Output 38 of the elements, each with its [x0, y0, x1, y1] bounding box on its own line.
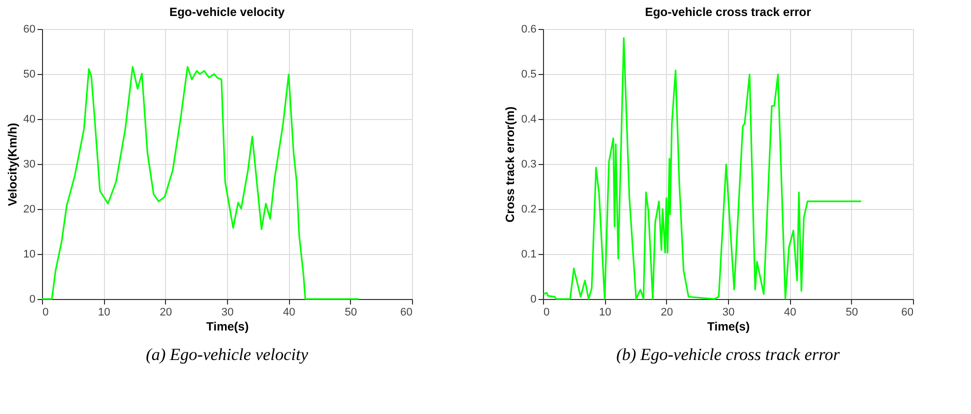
y-tick-label: 0.3	[521, 158, 536, 170]
y-tick-label: 0.1	[521, 248, 536, 260]
x-tick-label: 60	[400, 306, 412, 318]
text: (a) Ego-vehicle velocity	[146, 345, 309, 364]
y-tick-label: 0	[530, 294, 536, 306]
x-tick-label: 40	[283, 306, 296, 318]
chart-title: Ego-vehicle cross track error	[644, 5, 812, 19]
x-tick-label: 10	[98, 306, 110, 318]
y-tick-label: 0	[29, 294, 36, 306]
y-tick-label: 60	[23, 24, 36, 36]
x-tick-label: 0	[42, 306, 49, 318]
x-tick-label: 20	[160, 306, 172, 318]
x-axis-title: Time(s)	[206, 320, 249, 334]
y-tick-label: 30	[23, 158, 36, 170]
x-axis-title: Time(s)	[707, 320, 750, 334]
x-tick-label: 30	[722, 306, 735, 318]
y-tick-label: 20	[23, 204, 36, 216]
x-tick-label: 30	[221, 306, 234, 318]
x-tick-label: 20	[660, 306, 673, 318]
y-tick-label: 0.6	[521, 24, 536, 36]
y-axis-title: Velocity(Km/h)	[5, 122, 20, 206]
x-tick-label: 10	[599, 306, 612, 318]
y-tick-label: 0.4	[521, 114, 536, 126]
text: (b) Ego-vehicle cross track error	[616, 345, 840, 364]
y-tick-label: 50	[23, 68, 36, 80]
y-tick-label: 10	[23, 248, 36, 260]
y-tick-label: 40	[23, 114, 36, 126]
x-tick-label: 40	[784, 306, 796, 318]
line-series	[41, 66, 360, 300]
y-tick-label: 0.5	[521, 68, 536, 80]
x-tick-label: 60	[901, 306, 914, 318]
line-series	[542, 37, 862, 300]
y-tick-label: 0.2	[521, 204, 536, 216]
y-axis-title: Cross track error(m)	[503, 106, 518, 223]
x-tick-label: 0	[544, 306, 550, 318]
x-tick-label: 50	[846, 306, 858, 318]
x-tick-label: 50	[344, 306, 357, 318]
chart-title: Ego-vehicle velocity	[169, 5, 286, 19]
